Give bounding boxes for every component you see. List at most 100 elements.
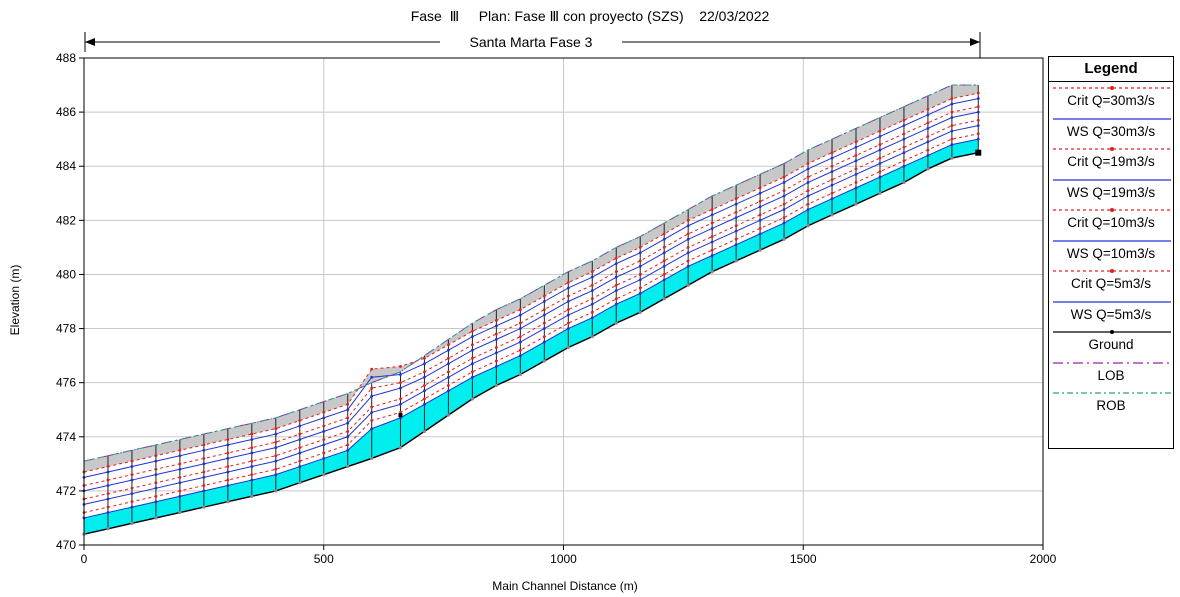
series-point [542,308,546,312]
series-point [399,402,402,406]
x-tick-label: 1000 [550,552,577,566]
series-point [322,443,326,447]
series-point [423,383,426,387]
series-point [710,240,714,244]
series-point [370,394,374,398]
series-point [926,140,930,144]
legend-item: ROB [1049,387,1173,418]
x-tick-label: 1500 [790,552,817,566]
series-point [782,237,786,241]
series-point [830,191,834,195]
y-tick-label: 472 [56,484,76,498]
series-point [250,459,254,463]
series-point [226,478,230,482]
series-point [638,264,642,268]
series-point [590,275,594,279]
series-point [734,197,738,201]
series-point [447,389,450,393]
series-point [518,313,522,317]
series-point [178,462,182,466]
series-point [902,159,906,163]
series-point [710,208,714,211]
legend-item: WS Q=5m3/s [1049,296,1173,327]
series-point [854,145,858,149]
series-point [346,408,350,412]
x-tick-label: 500 [314,552,334,566]
series-point [346,402,350,406]
legend-swatch [1053,208,1171,212]
series-point [422,429,427,433]
series-point [806,202,810,206]
series-point [274,454,278,458]
series-point [830,156,834,160]
series-point [178,510,182,515]
series-point [878,191,882,195]
series-point [370,456,374,461]
series-point [830,183,834,187]
series-point [710,248,714,252]
ground-end-marker [975,149,982,156]
series-point [274,459,278,463]
series-point [710,254,714,257]
y-axis-label: Elevation (m) [8,265,22,336]
series-point [154,459,158,463]
series-point [250,446,254,449]
series-point [542,300,546,303]
series-point [926,148,930,152]
series-point [830,164,834,168]
series-point [398,446,403,450]
series-point [590,270,594,274]
series-point [226,457,230,460]
series-point [106,497,110,501]
series-point [447,383,450,387]
series-point [518,340,522,344]
series-point [854,181,858,184]
water-fill [84,139,979,535]
series-point [274,432,278,436]
series-point [518,348,522,352]
series-point [976,110,980,114]
series-point [494,383,498,387]
legend-swatch [1053,392,1171,394]
series-point [178,475,182,479]
series-point [590,302,594,306]
series-line-ground [83,152,979,535]
legend-label: WS Q=19m3/s [1066,184,1156,200]
series-point [614,256,618,260]
series-point [614,297,618,301]
series-point [566,327,570,330]
series-line-crit-q-19m3-s [83,106,979,486]
series-point [976,97,980,100]
series-point [926,108,930,111]
x-axis-label: Main Channel Distance (m) [492,579,637,593]
series-point [830,178,834,182]
series-point [423,402,426,406]
series-point [662,278,666,282]
series-line-ws-q-19m3-s [83,111,979,492]
series-point [878,162,882,165]
series-point [106,505,110,509]
legend-item: WS Q=30m3/s [1049,113,1173,144]
series-point [638,259,642,263]
series-point [902,145,906,149]
series-point [950,97,954,100]
series-point [226,451,230,455]
series-point [274,427,278,431]
series-point [298,459,302,463]
series-point [322,429,326,433]
series-line-ws-q-30m3-s [83,98,979,478]
series-point [976,124,980,128]
legend-swatch [1053,300,1171,303]
series-point [370,411,374,414]
legend-item: WS Q=19m3/s [1049,174,1173,205]
series-point [854,154,858,157]
series-point [710,221,714,225]
series-point [878,143,882,146]
series-point [710,227,714,230]
series-point [926,113,930,117]
legend-title: Legend [1049,57,1173,82]
series-line-lob [83,84,979,462]
series-point [399,386,402,390]
series-point [686,283,690,287]
